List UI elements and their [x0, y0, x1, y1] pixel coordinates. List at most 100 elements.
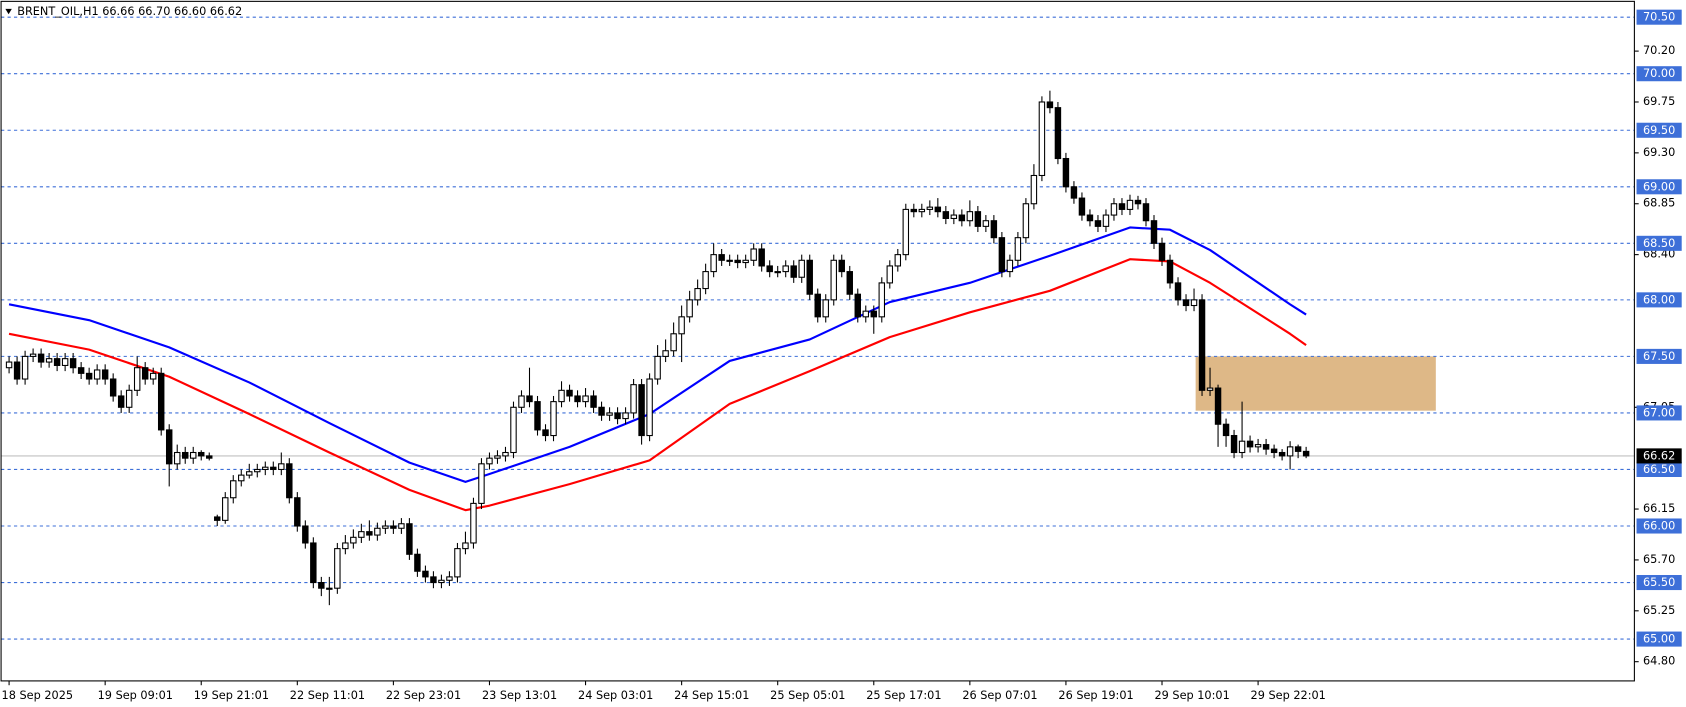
candle-body [1134, 199, 1142, 205]
candle-body [702, 271, 709, 290]
level-label: 70.00 [1643, 67, 1675, 80]
candle-body [462, 542, 469, 550]
candle-body [133, 367, 141, 391]
candle-body [838, 259, 845, 273]
y-tick-label: 70.20 [1643, 44, 1675, 57]
candle-body [350, 536, 357, 544]
candle-body [374, 527, 381, 536]
candle-layer [5, 90, 1310, 606]
y-tick-label: 64.80 [1643, 655, 1675, 668]
candle-body [222, 497, 229, 521]
candle-body [502, 451, 509, 457]
candle-body [1270, 448, 1278, 454]
candle-body [1174, 282, 1182, 301]
candle-body [1070, 186, 1078, 199]
candle-body [1214, 387, 1222, 425]
candle-body [822, 299, 829, 318]
candle-body [534, 401, 541, 431]
candle-body [1230, 435, 1238, 454]
candle-body [750, 248, 757, 261]
candle-body [662, 350, 669, 357]
candle-body [1182, 299, 1190, 307]
candle-body [334, 548, 341, 589]
candle-body [558, 389, 565, 403]
candle-body [1294, 446, 1302, 452]
candle-body [646, 378, 653, 437]
candle-body [782, 265, 789, 273]
candle-body [278, 463, 285, 471]
candle-body [13, 361, 21, 380]
candle-body [470, 502, 477, 544]
candle-body [109, 378, 117, 397]
candle-body [894, 254, 902, 267]
candle-body [1286, 446, 1294, 457]
candle-body [294, 497, 301, 527]
x-tick-label: 29 Sep 22:01 [1251, 689, 1326, 702]
candle-body [190, 451, 197, 459]
candle-body [1054, 107, 1062, 160]
candle-body [950, 214, 958, 219]
candle-body [710, 254, 717, 273]
level-label: 70.50 [1643, 11, 1675, 24]
candle-body [686, 299, 693, 318]
candle-body [382, 525, 389, 529]
y-tick-label: 69.75 [1643, 95, 1675, 108]
candle-body [77, 367, 85, 374]
candle-body [398, 523, 405, 529]
y-tick-label: 66.15 [1643, 502, 1675, 515]
candle-body [1198, 299, 1206, 391]
candle-body [1262, 444, 1270, 450]
candle-body [1302, 450, 1310, 457]
level-label: 68.00 [1643, 293, 1675, 306]
level-label-box [1636, 66, 1682, 82]
level-label-box [1636, 292, 1682, 308]
candle-body [93, 369, 101, 380]
moving-average [8, 258, 1307, 512]
candle-body [53, 358, 61, 366]
candle-body [1126, 199, 1134, 210]
candle-body [318, 582, 325, 589]
candle-body [1206, 387, 1214, 391]
candle-body [990, 220, 998, 239]
candle-body [414, 553, 421, 572]
candle-body [582, 395, 589, 403]
candle-body [1038, 101, 1046, 177]
x-tick-label: 24 Sep 03:01 [578, 689, 653, 702]
level-label: 69.50 [1643, 124, 1675, 137]
menu-arrow[interactable] [5, 8, 12, 15]
candle-body [630, 384, 637, 414]
candle-body [454, 548, 461, 578]
x-tick-label: 19 Sep 21:01 [194, 689, 269, 702]
candle-body [1102, 214, 1110, 227]
price-label: 66.62 [1643, 449, 1675, 462]
candle-body [590, 395, 597, 408]
candle-body [1006, 259, 1014, 273]
level-label: 67.00 [1643, 406, 1675, 419]
candle-body [214, 516, 221, 521]
x-tick-label: 25 Sep 17:01 [866, 689, 941, 702]
candle-body [542, 429, 549, 437]
level-label: 67.50 [1643, 350, 1675, 363]
candle-body [149, 372, 157, 380]
candle-body [1238, 440, 1246, 454]
candle-body [1062, 157, 1070, 188]
candle-body [117, 395, 125, 408]
candle-body [606, 412, 613, 416]
candle-body [310, 542, 317, 584]
candle-body [1254, 444, 1262, 448]
candle-body [774, 271, 781, 274]
grid-layer [1, 16, 1635, 640]
x-tick-label: 23 Sep 13:01 [482, 689, 557, 702]
x-tick-label: 22 Sep 23:01 [386, 689, 461, 702]
candle-body [966, 211, 974, 222]
candle-body [422, 570, 429, 578]
candle-body [206, 455, 213, 459]
candle-body [622, 412, 629, 420]
candle-body [173, 451, 181, 465]
candle-body [974, 211, 982, 227]
candle-body [1094, 220, 1102, 227]
candle-body [798, 259, 805, 278]
